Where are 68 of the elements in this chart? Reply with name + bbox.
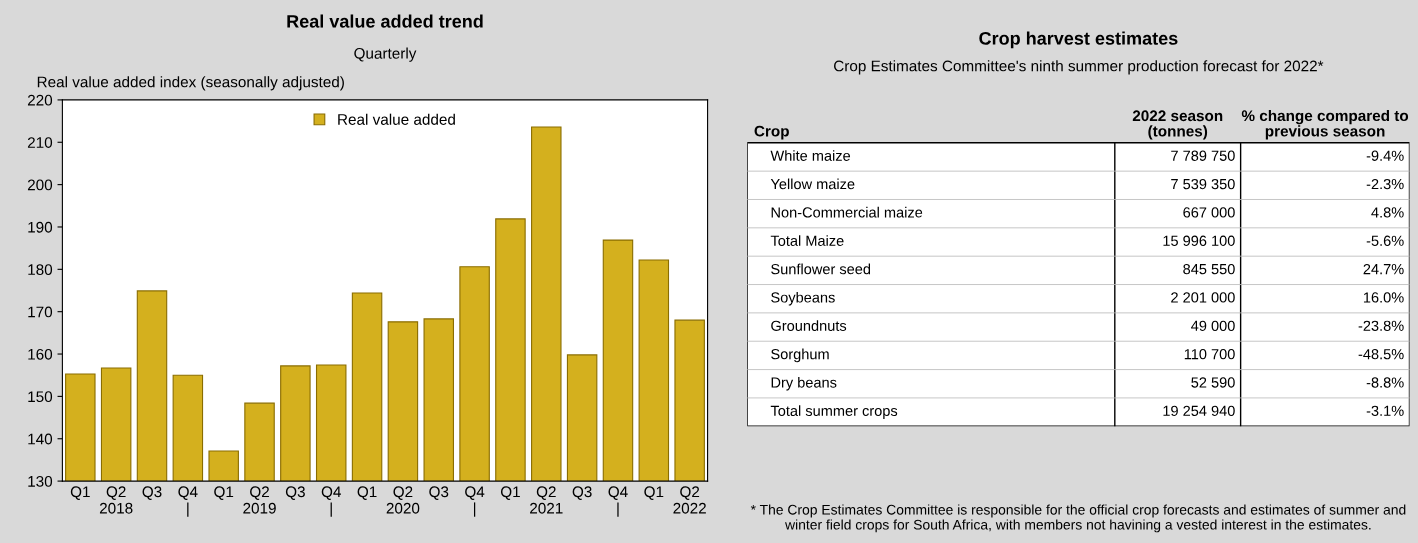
data-label: 52 590	[1191, 377, 1235, 388]
category-label: Dry beans	[771, 376, 837, 391]
y-tick-label: 160	[28, 348, 53, 360]
text: Crop Estimates Committee's ninth summer production forecast for 2022*	[834, 60, 1324, 75]
data-label: 110 700	[1184, 348, 1235, 360]
data-label: 7 789 750	[1171, 150, 1235, 161]
series-label: 2022 season (tonnes)	[1132, 110, 1223, 140]
x-tick-label: Q4 |	[465, 486, 485, 517]
data-label: -23.8%	[1358, 320, 1404, 331]
x-tick-label: Q1	[214, 486, 234, 500]
data-label: 7 539 350	[1171, 178, 1235, 190]
x-tick-label: Q3	[429, 486, 449, 500]
x-tick-label: Q2 2018	[99, 486, 133, 514]
category-label: Groundnuts	[771, 320, 847, 331]
x-tick-label: Q4 |	[321, 486, 341, 517]
y-tick-label: 130	[28, 475, 53, 487]
data-label: 4.8%	[1371, 207, 1404, 218]
x-tick-label: Q2 2019	[243, 486, 276, 514]
category-label: Total Maize	[770, 235, 844, 246]
chart-title: Real value added trend	[287, 14, 483, 28]
y-axis-title: Real value added index (seasonally adjusted)	[37, 76, 344, 91]
data-label: -8.8%	[1366, 377, 1404, 388]
x-tick-label: Q2 2022	[673, 486, 706, 514]
y-tick-label: 200	[27, 179, 53, 191]
data-label: 16.0%	[1363, 292, 1404, 303]
y-tick-label: 150	[28, 391, 53, 403]
data-label: -2.3%	[1366, 178, 1404, 190]
text: * The Crop Estimates Committee is responsible for the official crop forecasts and estimates of summer and winter field crops for South Africa, with members not havining a vested interest in the estimates.	[750, 504, 1406, 533]
category-label: Total summer crops	[770, 405, 898, 419]
data-label: -9.4%	[1366, 150, 1404, 161]
x-tick-label: Q2 2021	[530, 486, 563, 514]
legend-label: Real value added	[338, 113, 455, 125]
x-tick-label: Q1	[70, 486, 90, 500]
x-tick-label: Q2 2020	[386, 486, 420, 514]
data-label: -5.6%	[1366, 235, 1404, 246]
data-label: 2 201 000	[1171, 292, 1235, 303]
data-label: -48.5%	[1358, 348, 1404, 360]
data-label: 15 996 100	[1163, 235, 1235, 246]
x-tick-label: Q4 |	[178, 486, 198, 517]
y-tick-label: 180	[28, 264, 53, 276]
x-tick-label: Q3	[142, 486, 162, 500]
chart-subtitle: Quarterly	[354, 47, 417, 62]
category-label: White maize	[770, 150, 851, 161]
category-label: Sunflower seed	[771, 263, 871, 275]
x-tick-label: Q1	[357, 486, 377, 500]
y-tick-label: 170	[28, 306, 53, 318]
text: Crop	[754, 125, 789, 140]
y-tick-label: 210	[27, 137, 53, 148]
x-tick-label: Q3	[285, 486, 305, 500]
data-label: 667 000	[1183, 207, 1235, 218]
text: % change compared to previous season	[1241, 109, 1409, 140]
x-tick-label: Q3	[572, 486, 592, 500]
y-tick-label: 220	[27, 94, 53, 106]
data-label: 24.7%	[1363, 263, 1404, 275]
text: Crop harvest estimates	[979, 31, 1178, 49]
x-tick-label: Q1	[644, 486, 664, 500]
y-tick-label: 140	[28, 433, 53, 445]
category-label: Non-Commercial maize	[771, 206, 923, 218]
x-tick-label: Q1	[500, 486, 520, 500]
y-tick-label: 190	[28, 221, 53, 233]
category-label: Soybeans	[771, 291, 835, 306]
data-label: 49 000	[1191, 320, 1235, 331]
data-label: 19 254 940	[1163, 405, 1235, 416]
category-label: Yellow maize	[770, 178, 855, 190]
data-label: 845 550	[1183, 263, 1235, 275]
x-tick-label: Q4 |	[608, 486, 628, 517]
data-label: -3.1%	[1366, 405, 1404, 416]
category-label: Sorghum	[771, 348, 829, 363]
